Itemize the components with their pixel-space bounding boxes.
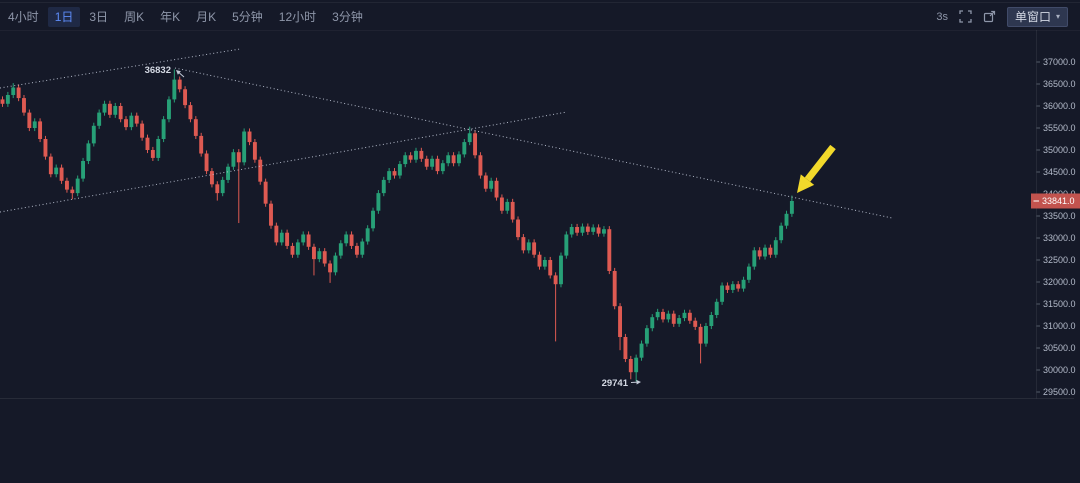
- svg-text:31500.0: 31500.0: [1043, 299, 1076, 309]
- svg-text:32500.0: 32500.0: [1043, 255, 1076, 265]
- timeframe-tab-2[interactable]: 3日: [89, 9, 109, 24]
- svg-text:33841.0: 33841.0: [1042, 196, 1075, 206]
- trough-price-label: 29741: [600, 377, 641, 390]
- svg-text:29741: 29741: [602, 378, 629, 389]
- current-price-badge: 33841.0: [1031, 193, 1080, 209]
- timeframe-tab-5[interactable]: 月K: [196, 9, 217, 24]
- svg-text:36832: 36832: [145, 65, 171, 76]
- timeframe-tab-3[interactable]: 周K: [124, 9, 145, 24]
- timeframe-tab-7[interactable]: 12小时: [278, 9, 317, 24]
- candlestick-series: [0, 69, 794, 382]
- svg-text:33500.0: 33500.0: [1043, 211, 1076, 221]
- svg-text:35000.0: 35000.0: [1043, 145, 1076, 155]
- timeframe-tab-4[interactable]: 年K: [160, 9, 181, 24]
- highlight-arrow[interactable]: [797, 144, 836, 193]
- trendline-rising-channel-lower[interactable]: [0, 111, 568, 213]
- trendline-rising-channel-upper[interactable]: [0, 48, 241, 89]
- svg-text:30000.0: 30000.0: [1043, 365, 1076, 375]
- svg-text:36000.0: 36000.0: [1043, 101, 1076, 111]
- popout-icon[interactable]: [983, 10, 996, 23]
- toolbar-right-controls: 3s 单窗口 ▾: [936, 6, 1068, 27]
- fullscreen-icon[interactable]: [959, 10, 972, 23]
- svg-text:34500.0: 34500.0: [1043, 167, 1076, 177]
- svg-text:31000.0: 31000.0: [1043, 321, 1076, 331]
- chevron-down-icon: ▾: [1055, 11, 1060, 21]
- svg-text:30500.0: 30500.0: [1043, 343, 1076, 353]
- window-mode-button[interactable]: 单窗口 ▾: [1006, 6, 1068, 27]
- timeframe-tab-8[interactable]: 3分钟: [332, 9, 363, 24]
- candle-countdown: 3s: [936, 10, 948, 23]
- svg-text:32000.0: 32000.0: [1043, 277, 1076, 287]
- timeframe-tab-0[interactable]: 4小时: [8, 9, 39, 24]
- window-mode-label: 单窗口: [1014, 9, 1051, 24]
- svg-text:33000.0: 33000.0: [1043, 233, 1076, 243]
- chart-toolbar: 4小时 1日 3日 周K 年K 月K 5分钟 12小时 3分钟 3s 单窗口 ▾: [0, 3, 1080, 31]
- svg-text:37000.0: 37000.0: [1043, 57, 1076, 67]
- svg-text:36500.0: 36500.0: [1043, 79, 1076, 89]
- svg-text:29500.0: 29500.0: [1043, 387, 1076, 397]
- trendline-descending-resistance[interactable]: [174, 67, 893, 219]
- timeframe-tab-6[interactable]: 5分钟: [232, 9, 263, 24]
- top-divider: [0, 2, 1080, 3]
- svg-text:35500.0: 35500.0: [1043, 123, 1076, 133]
- peak-price-label: 36832: [143, 64, 185, 78]
- price-axis[interactable]: 37000.0 36500.0 36000.0 35500.0 35000.0 34500…: [1036, 57, 1076, 397]
- timeframe-tab-1[interactable]: 1日: [47, 6, 81, 27]
- timeframe-tabs: 4小时 1日 3日 周K 年K 月K 5分钟 12小时 3分钟: [1, 6, 372, 27]
